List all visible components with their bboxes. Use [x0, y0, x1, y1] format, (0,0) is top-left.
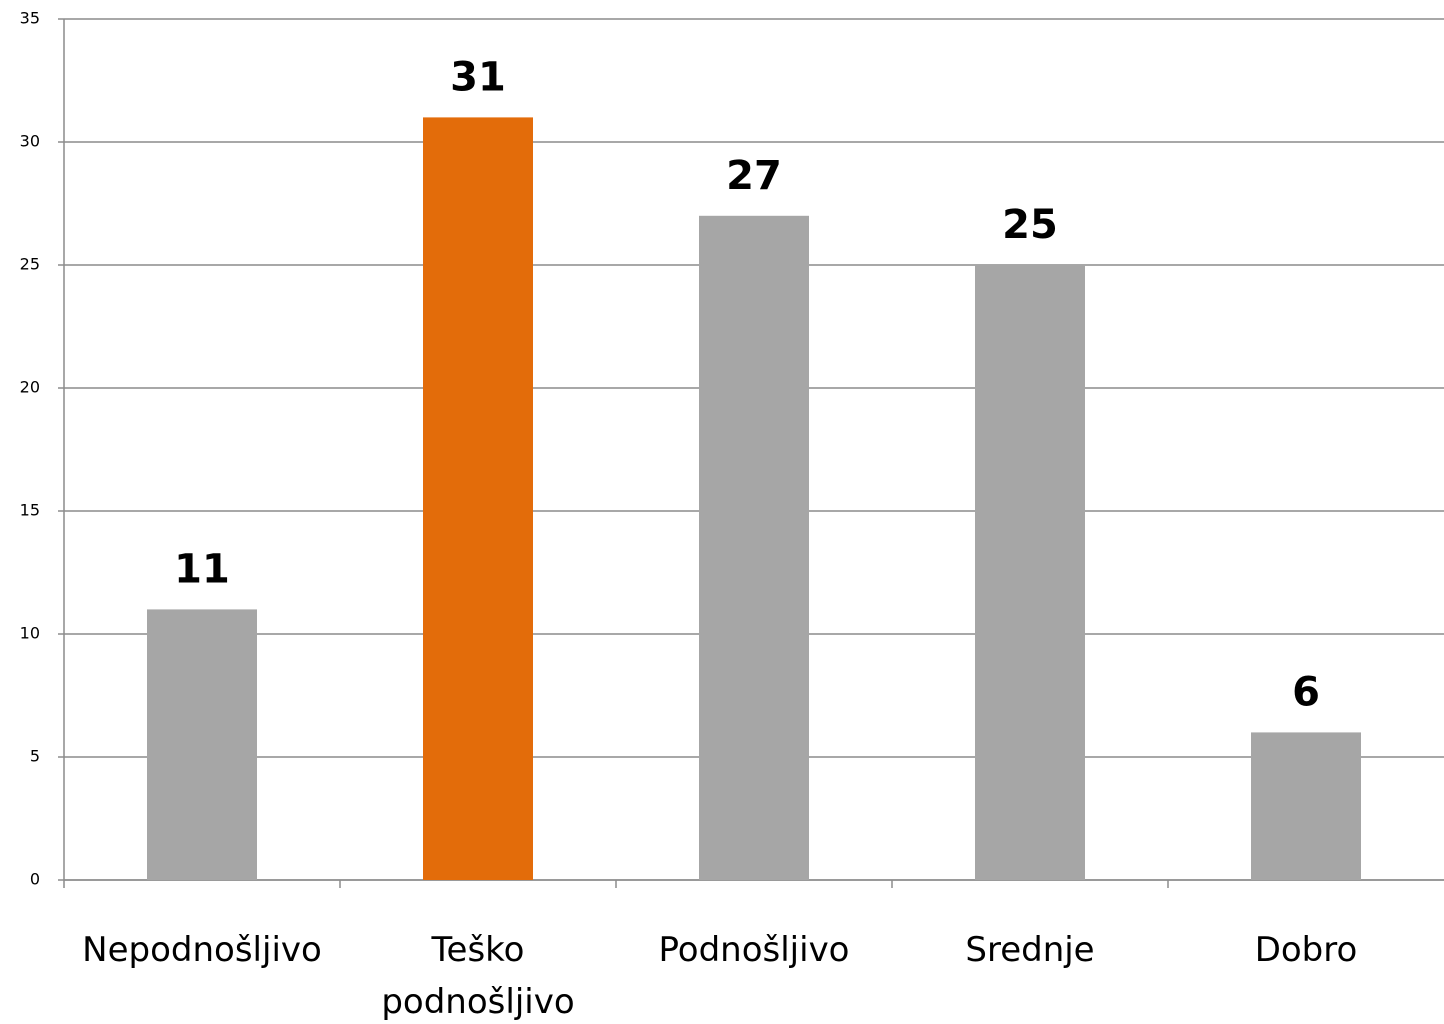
value-label: 31 — [450, 54, 506, 100]
x-tick-label: Dobro — [1254, 930, 1358, 970]
bar — [699, 215, 809, 881]
bar — [1251, 732, 1361, 880]
y-tick-label: 35 — [20, 9, 40, 28]
y-tick-label: 10 — [20, 624, 40, 643]
x-tick-label: Teško podnošljivo — [381, 930, 575, 1022]
value-label: 27 — [726, 153, 782, 199]
value-label: 25 — [1002, 202, 1058, 248]
y-tick-label: 20 — [20, 378, 40, 397]
x-tick-label: Podnošljivo — [658, 930, 850, 970]
y-tick-label: 15 — [20, 501, 40, 520]
x-tick-label: Nepodnošljivo — [82, 930, 322, 970]
y-tick-label: 5 — [30, 747, 40, 766]
y-tick-label: 0 — [30, 870, 40, 889]
y-tick-label: 25 — [20, 255, 40, 274]
value-label: 6 — [1292, 669, 1320, 715]
y-tick-label: 30 — [20, 132, 40, 151]
bar — [147, 609, 257, 880]
bar — [423, 117, 533, 880]
value-label: 11 — [174, 546, 230, 592]
bar — [975, 265, 1085, 880]
x-tick-label: Srednje — [965, 930, 1095, 970]
